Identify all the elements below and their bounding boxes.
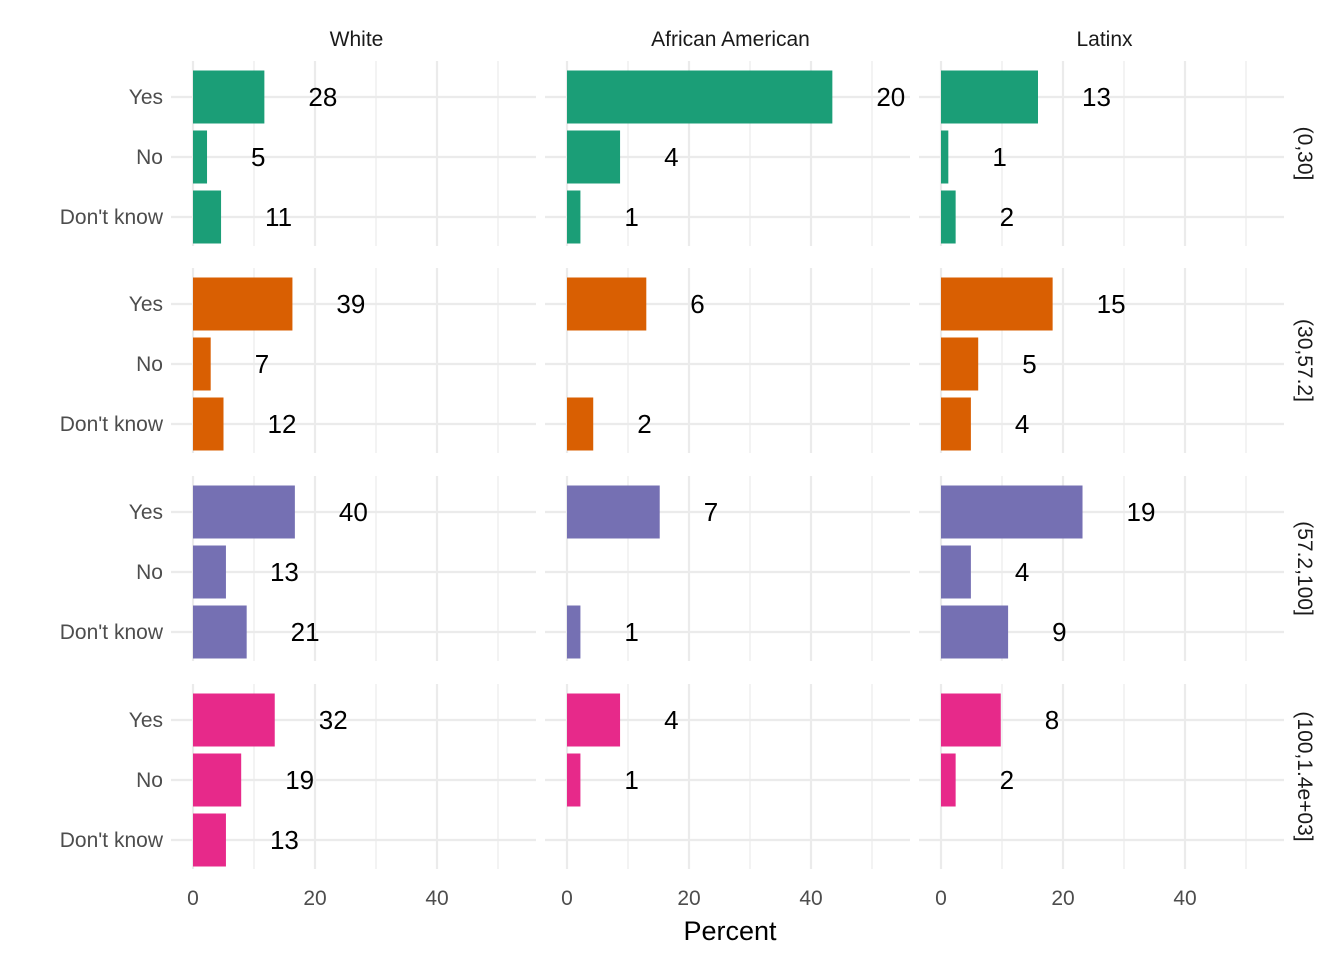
data-label: 4 <box>664 705 678 735</box>
data-label: 1 <box>624 202 638 232</box>
bar-0-30-latinx-don-t-know <box>941 190 956 244</box>
column-strip-african-american: African American <box>651 28 810 51</box>
x-tick-label: 0 <box>935 887 947 910</box>
bar-30-57-2-latinx-don-t-know <box>941 397 971 451</box>
bar-0-30-white-don-t-know <box>193 190 222 244</box>
y-tick-label: Yes <box>129 709 163 732</box>
bar-100-1-4e-03-african-american-yes <box>567 693 621 747</box>
x-tick-label: 20 <box>1051 887 1074 910</box>
bar-100-1-4e-03-white-don-t-know <box>193 813 226 867</box>
y-tick-label: Don't know <box>60 413 164 436</box>
data-label: 5 <box>251 142 265 172</box>
bar-100-1-4e-03-white-yes <box>193 693 275 747</box>
x-tick-label: 40 <box>425 887 448 910</box>
bar-0-30-white-yes <box>193 70 265 124</box>
bar-0-30-african-american-no <box>567 130 621 184</box>
row-strip-57-2-100: (57.2,100] <box>1293 521 1316 616</box>
bar-57-2-100-white-yes <box>193 485 295 539</box>
bar-57-2-100-latinx-don-t-know <box>941 605 1009 659</box>
bar-57-2-100-white-don-t-know <box>193 605 247 659</box>
facet-strip-labels: White African American Latinx (0,30] (30,57.… <box>330 28 1316 842</box>
bar-100-1-4e-03-african-american-no <box>567 753 581 807</box>
bar-0-30-white-no <box>193 130 208 184</box>
bar-30-57-2-white-don-t-know <box>193 397 224 451</box>
bar-57-2-100-latinx-no <box>941 545 971 599</box>
bar-0-30-african-american-don-t-know <box>567 190 581 244</box>
data-label: 19 <box>1127 497 1156 527</box>
data-label: 11 <box>265 202 292 232</box>
data-label: 9 <box>1052 617 1066 647</box>
bar-57-2-100-african-american-don-t-know <box>567 605 581 659</box>
bar-57-2-100-latinx-yes <box>941 485 1083 539</box>
data-label: 4 <box>1015 409 1029 439</box>
data-label: 4 <box>664 142 678 172</box>
y-tick-label: Yes <box>129 501 163 524</box>
data-label: 8 <box>1045 705 1059 735</box>
y-tick-label: Don't know <box>60 829 164 852</box>
y-tick-label: No <box>136 353 163 376</box>
y-tick-label: Yes <box>129 293 163 316</box>
data-label: 4 <box>1015 557 1029 587</box>
data-label: 2 <box>637 409 651 439</box>
bar-0-30-latinx-no <box>941 130 949 184</box>
data-label: 5 <box>1022 349 1036 379</box>
x-tick-label: 40 <box>1173 887 1196 910</box>
x-tick-label: 20 <box>677 887 700 910</box>
column-strip-white: White <box>330 28 384 51</box>
bar-100-1-4e-03-latinx-yes <box>941 693 1001 747</box>
bar-30-57-2-latinx-no <box>941 337 979 391</box>
y-tick-label: Yes <box>129 86 163 109</box>
data-label: 2 <box>1000 202 1014 232</box>
y-tick-label: No <box>136 146 163 169</box>
data-label: 13 <box>270 825 299 855</box>
bar-30-57-2-latinx-yes <box>941 277 1053 331</box>
data-label: 21 <box>291 617 320 647</box>
bar-0-30-african-american-yes <box>567 70 833 124</box>
data-label: 19 <box>285 765 314 795</box>
data-label: 28 <box>308 82 337 112</box>
x-tick-label: 40 <box>799 887 822 910</box>
bar-30-57-2-white-no <box>193 337 211 391</box>
data-label: 13 <box>1082 82 1111 112</box>
row-strip-0-30: (0,30] <box>1293 127 1316 181</box>
bar-57-2-100-white-no <box>193 545 226 599</box>
data-label: 1 <box>624 765 638 795</box>
row-strip-30-57-2: (30,57.2] <box>1293 319 1316 402</box>
data-label: 7 <box>704 497 718 527</box>
row-strip-100-1-4e-03: (100,1.4e+03] <box>1293 711 1316 841</box>
data-label: 15 <box>1097 289 1126 319</box>
bar-100-1-4e-03-white-no <box>193 753 242 807</box>
data-label: 7 <box>255 349 269 379</box>
bar-0-30-latinx-yes <box>941 70 1038 124</box>
y-tick-label: Don't know <box>60 621 164 644</box>
data-label: 13 <box>270 557 299 587</box>
data-label: 39 <box>336 289 365 319</box>
x-tick-label: 0 <box>561 887 573 910</box>
bar-30-57-2-african-american-yes <box>567 277 647 331</box>
bars <box>193 70 1083 867</box>
x-axis-title: Percent <box>683 916 777 946</box>
y-tick-label: Don't know <box>60 206 164 229</box>
bar-30-57-2-white-yes <box>193 277 293 331</box>
bar-57-2-100-african-american-yes <box>567 485 660 539</box>
axes: Yes No Don't know Yes No Don't know Yes No Don't… <box>60 86 1197 910</box>
gridlines <box>171 61 1284 869</box>
data-label: 6 <box>690 289 704 319</box>
x-tick-label: 20 <box>303 887 326 910</box>
y-tick-label: No <box>136 769 163 792</box>
bar-100-1-4e-03-latinx-no <box>941 753 956 807</box>
bar-30-57-2-african-american-don-t-know <box>567 397 594 451</box>
data-label: 12 <box>268 409 297 439</box>
data-label: 40 <box>339 497 368 527</box>
data-label: 32 <box>319 705 348 735</box>
data-label: 2 <box>1000 765 1014 795</box>
data-label: 20 <box>876 82 905 112</box>
data-label: 1 <box>992 142 1006 172</box>
column-strip-latinx: Latinx <box>1076 28 1133 51</box>
y-tick-label: No <box>136 561 163 584</box>
x-tick-label: 0 <box>187 887 199 910</box>
data-label: 1 <box>624 617 638 647</box>
data-labels: 2851120411312397126215544013217119493219… <box>251 82 1155 855</box>
